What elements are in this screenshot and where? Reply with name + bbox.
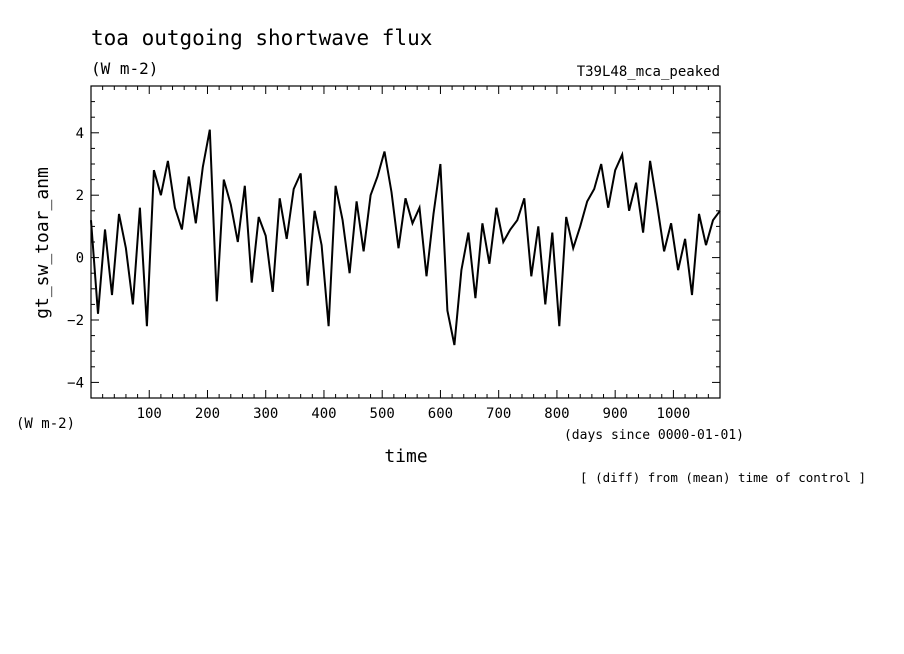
chart-title: toa outgoing shortwave flux bbox=[91, 26, 432, 50]
y-tick-label: 2 bbox=[76, 188, 84, 204]
x-tick-label: 100 bbox=[137, 406, 162, 422]
y-axis-units: (W m-2) bbox=[16, 416, 75, 432]
experiment-label: T39L48_mca_peaked bbox=[577, 64, 720, 80]
x-tick-label: 1000 bbox=[657, 406, 691, 422]
y-axis-label: gt_sw_toar_anm bbox=[32, 167, 53, 319]
y-tick-label: −4 bbox=[67, 375, 84, 391]
x-tick-label: 800 bbox=[544, 406, 569, 422]
x-tick-label: 900 bbox=[603, 406, 628, 422]
x-tick-label: 600 bbox=[428, 406, 453, 422]
x-axis-units: (days since 0000-01-01) bbox=[564, 428, 744, 443]
chart-units-label: (W m-2) bbox=[91, 59, 158, 78]
x-tick-label: 700 bbox=[486, 406, 511, 422]
x-axis-label: time bbox=[384, 446, 427, 467]
y-tick-label: 4 bbox=[76, 126, 84, 142]
y-tick-label: −2 bbox=[67, 313, 84, 329]
x-axis: 100 200 300 400 500 600 700 800 900 1000 bbox=[102, 86, 709, 422]
x-tick-label: 500 bbox=[370, 406, 395, 422]
plot-area: −4 −2 0 2 4 100 200 300 400 500 600 700 800 900 1000 bbox=[67, 85, 721, 422]
y-axis: −4 −2 0 2 4 bbox=[67, 101, 720, 391]
series-line bbox=[90, 129, 721, 346]
x-tick-label: 400 bbox=[311, 406, 336, 422]
plot-frame bbox=[90, 85, 721, 399]
x-tick-label: 300 bbox=[253, 406, 278, 422]
diff-note: [ (diff) from (mean) time of control ] bbox=[580, 470, 866, 485]
y-tick-label: 0 bbox=[76, 251, 84, 267]
x-tick-label: 200 bbox=[195, 406, 220, 422]
